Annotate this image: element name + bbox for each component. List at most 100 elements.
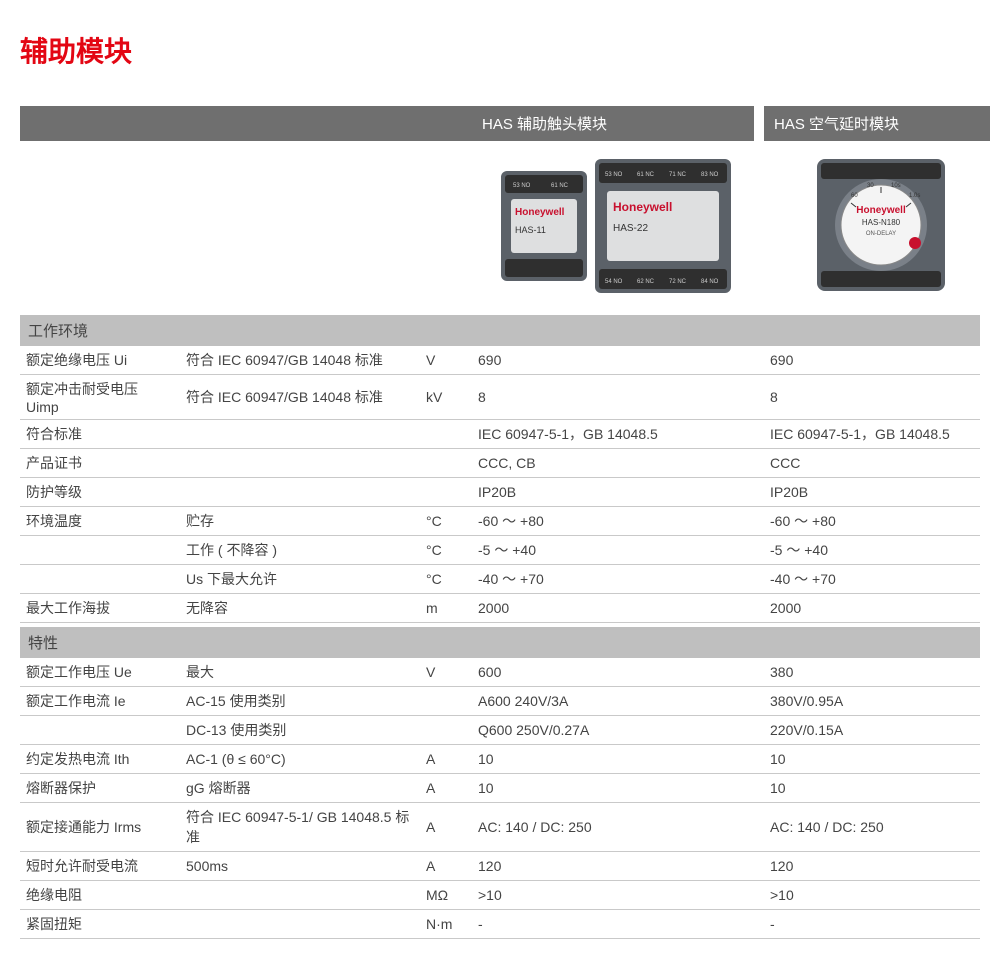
value-col1: 690 (472, 348, 754, 372)
value-col1: -5 ～ +40 (472, 536, 754, 564)
value-col1: Q600 250V/0.27A (472, 718, 754, 742)
value-col2: -60 ～ +80 (764, 507, 990, 535)
unit-label: A (420, 815, 472, 839)
value-col1: - (472, 912, 754, 936)
sub-label: Us 下最大允许 (180, 565, 420, 593)
table-row: DC-13 使用类别Q600 250V/0.27A220V/0.15A (20, 716, 980, 745)
param-label (20, 726, 180, 734)
value-col1: CCC, CB (472, 451, 754, 475)
table-row: 熔断器保护gG 熔断器A1010 (20, 774, 980, 803)
value-col1: IEC 60947-5-1，GB 14048.5 (472, 420, 754, 448)
table-row: 额定工作电流 IeAC-15 使用类别A600 240V/3A380V/0.95… (20, 687, 980, 716)
param-label: 紧固扭矩 (20, 910, 180, 938)
value-col1: >10 (472, 883, 754, 907)
svg-text:53 NO: 53 NO (513, 183, 531, 189)
unit-label: A (420, 747, 472, 771)
param-label: 短时允许耐受电流 (20, 852, 180, 880)
timer-block-icon: Honeywell HAS-N180 ON-DELAY 60 30 10s 1.… (777, 151, 977, 301)
table-row: 额定绝缘电压 Ui符合 IEC 60947/GB 14048 标准V690690 (20, 346, 980, 375)
table-row: Us 下最大允许°C-40 ～ +70-40 ～ +70 (20, 565, 980, 594)
unit-label: N·m (420, 912, 472, 936)
device2-label: HAS-22 (613, 223, 648, 234)
value-col2: 380V/0.95A (764, 689, 990, 713)
svg-text:54 NO: 54 NO (605, 279, 623, 285)
sub-label: 贮存 (180, 507, 420, 535)
brand-text-3: Honeywell (856, 205, 906, 216)
table-row: 额定工作电压 Ue最大V600380 (20, 658, 980, 687)
param-label (20, 546, 180, 554)
unit-label: m (420, 596, 472, 620)
param-label: 防护等级 (20, 478, 180, 506)
table-row: 符合标准IEC 60947-5-1，GB 14048.5IEC 60947-5-… (20, 420, 980, 449)
product-image-row: Honeywell HAS-11 53 NO 61 NC Honeywell H… (20, 141, 980, 311)
param-label: 绝缘电阻 (20, 881, 180, 909)
table-row: 产品证书CCC, CBCCC (20, 449, 980, 478)
param-label: 环境温度 (20, 507, 180, 535)
svg-text:72 NC: 72 NC (669, 279, 687, 285)
value-col2: 120 (764, 854, 990, 878)
table-working-env: 额定绝缘电压 Ui符合 IEC 60947/GB 14048 标准V690690… (20, 346, 980, 623)
sub-label: AC-1 (θ ≤ 60°C) (180, 747, 420, 771)
unit-label: °C (420, 567, 472, 591)
param-label: 额定绝缘电压 Ui (20, 346, 180, 374)
contactor-block-icon: Honeywell HAS-11 53 NO 61 NC Honeywell H… (483, 151, 743, 301)
sub-label: 工作 ( 不降容 ) (180, 536, 420, 564)
value-col2: 2000 (764, 596, 990, 620)
table-row: 额定接通能力 Irms符合 IEC 60947-5-1/ GB 14048.5 … (20, 803, 980, 852)
value-col1: -60 ～ +80 (472, 507, 754, 535)
unit-label: V (420, 660, 472, 684)
sub-label (180, 891, 420, 899)
svg-text:83 NO: 83 NO (701, 172, 719, 178)
section-characteristics: 特性 (20, 627, 980, 658)
value-col2: CCC (764, 451, 990, 475)
svg-text:84 NO: 84 NO (701, 279, 719, 285)
value-col1: 8 (472, 385, 754, 409)
param-label: 最大工作海拔 (20, 594, 180, 622)
param-label: 熔断器保护 (20, 774, 180, 802)
param-label: 产品证书 (20, 449, 180, 477)
header-gap (754, 106, 764, 141)
value-col1: -40 ～ +70 (472, 565, 754, 593)
product-header-row: HAS 辅助触头模块 HAS 空气延时模块 (20, 106, 980, 141)
section-working-env: 工作环境 (20, 315, 980, 346)
value-col1: 600 (472, 660, 754, 684)
param-label: 额定冲击耐受电压 Uimp (20, 375, 180, 419)
table-row: 工作 ( 不降容 )°C-5 ～ +40-5 ～ +40 (20, 536, 980, 565)
unit-label (420, 697, 472, 705)
param-label: 符合标准 (20, 420, 180, 448)
sub-label: 最大 (180, 658, 420, 686)
table-row: 防护等级IP20BIP20B (20, 478, 980, 507)
value-col2: -5 ～ +40 (764, 536, 990, 564)
value-col2: 10 (764, 747, 990, 771)
param-label: 约定发热电流 Ith (20, 745, 180, 773)
table-row: 绝缘电阻MΩ>10>10 (20, 881, 980, 910)
sub-label: 符合 IEC 60947/GB 14048 标准 (180, 346, 420, 374)
value-col1: AC: 140 / DC: 250 (472, 815, 754, 839)
device1-label: HAS-11 (515, 225, 546, 235)
product-image-air-delay: Honeywell HAS-N180 ON-DELAY 60 30 10s 1.… (764, 141, 990, 311)
value-col2: 690 (764, 348, 990, 372)
unit-label (420, 459, 472, 467)
value-col2: 10 (764, 776, 990, 800)
unit-label: °C (420, 509, 472, 533)
image-blank-cell (20, 141, 472, 311)
sub-label: 无降容 (180, 594, 420, 622)
sub-label: 500ms (180, 854, 420, 878)
unit-label: V (420, 348, 472, 372)
sub-label: DC-13 使用类别 (180, 716, 420, 744)
value-col2: -40 ～ +70 (764, 565, 990, 593)
svg-text:10s: 10s (891, 183, 901, 189)
table-row: 最大工作海拔无降容m20002000 (20, 594, 980, 623)
page-title: 辅助模块 (20, 30, 980, 70)
table-row: 短时允许耐受电流500msA120120 (20, 852, 980, 881)
unit-label: °C (420, 538, 472, 562)
unit-label (420, 488, 472, 496)
sub-label: AC-15 使用类别 (180, 687, 420, 715)
brand-text-2: Honeywell (613, 200, 672, 214)
unit-label: kV (420, 385, 472, 409)
unit-label (420, 726, 472, 734)
value-col1: 10 (472, 747, 754, 771)
value-col2: IP20B (764, 480, 990, 504)
device3-sub: ON-DELAY (866, 231, 896, 237)
header-label-blank (20, 106, 472, 141)
